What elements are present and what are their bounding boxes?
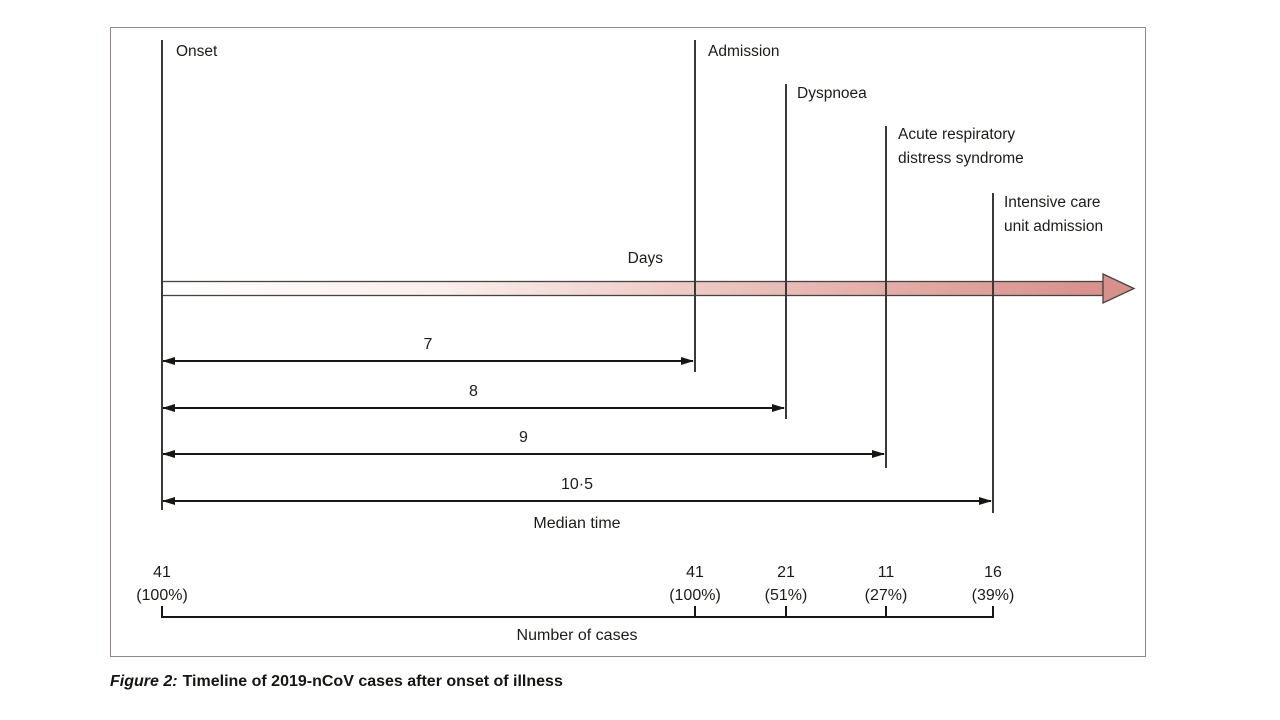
event-label-ards-line1: Acute respiratory (898, 126, 1016, 143)
event-label-dyspnoea: Dyspnoea (797, 85, 867, 102)
cases-admission: 41 (100%) (645, 561, 745, 607)
event-label-ards-line2: distress syndrome (898, 150, 1024, 167)
median-time-label: Median time (533, 515, 621, 532)
event-label-icu-line1: Intensive care (1004, 194, 1101, 211)
event-label-icu-line2: unit admission (1004, 218, 1104, 235)
median-label-dyspnoea: 8 (469, 383, 478, 400)
cases-bracket-line (161, 616, 994, 618)
event-line-ards (885, 126, 887, 468)
median-arrow-ards (163, 453, 884, 455)
cases-percent: (27%) (864, 587, 908, 604)
cases-ards: 11 (27%) (836, 561, 936, 607)
median-arrow-dyspnoea (163, 407, 784, 409)
median-label-admission: 7 (423, 336, 433, 353)
median-label-icu: 10·5 (560, 476, 594, 493)
days-axis-label: Days (627, 250, 663, 267)
cases-tick-ards (885, 606, 887, 617)
figure-caption-number: Figure 2: (110, 673, 178, 690)
cases-tick-icu (992, 606, 994, 617)
cases-tick-onset (161, 606, 163, 617)
figure-caption: Figure 2: Timeline of 2019-nCoV cases aft… (110, 673, 563, 691)
event-label-onset: Onset (176, 43, 218, 60)
median-arrow-icu (163, 500, 991, 502)
cases-onset: 41 (100%) (112, 561, 212, 607)
cases-percent: (100%) (136, 587, 188, 604)
cases-count: 16 (984, 564, 1002, 581)
event-line-admission (694, 40, 696, 372)
cases-count: 11 (877, 564, 895, 581)
event-line-icu (992, 193, 994, 513)
median-label-ards: 9 (519, 429, 528, 446)
cases-dyspnoea: 21 (51%) (736, 561, 836, 607)
days-timeline-arrow (161, 272, 1136, 305)
cases-icu: 16 (39%) (943, 561, 1043, 607)
cases-count: 41 (153, 564, 171, 581)
cases-count: 41 (686, 564, 704, 581)
median-arrow-admission (163, 360, 693, 362)
event-label-ards: Acute respiratory distress syndrome (898, 123, 1024, 171)
cases-tick-admission (694, 606, 696, 617)
event-label-admission: Admission (708, 43, 780, 60)
figure-border-box (110, 27, 1146, 657)
cases-percent: (51%) (764, 587, 808, 604)
event-line-onset (161, 40, 163, 510)
figure-caption-title: Timeline of 2019-nCoV cases after onset … (182, 673, 563, 690)
cases-count: 21 (777, 564, 795, 581)
cases-tick-dyspnoea (785, 606, 787, 617)
cases-percent: (39%) (971, 587, 1015, 604)
cases-percent: (100%) (669, 587, 721, 604)
number-of-cases-label: Number of cases (516, 627, 638, 644)
event-label-icu: Intensive care unit admission (1004, 191, 1103, 239)
event-line-dyspnoea (785, 84, 787, 419)
